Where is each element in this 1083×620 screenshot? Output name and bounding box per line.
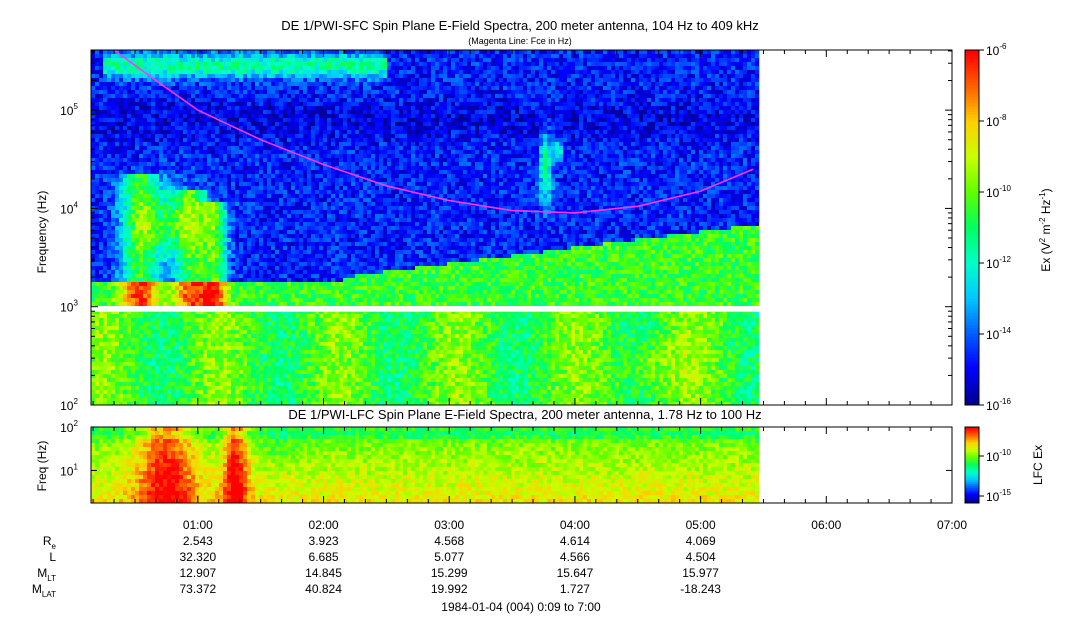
ephemeris-value: 4.566 [560, 550, 590, 564]
ephemeris-value: 19.992 [431, 582, 468, 596]
sfc-y-axis: 102 103 104 105 [60, 50, 952, 413]
ephemeris-row-label: Re [43, 534, 57, 551]
time-tick-label: 02:00 [309, 518, 339, 532]
time-tick-label: 06:00 [811, 518, 841, 532]
ephemeris-value: 15.299 [431, 566, 468, 580]
ephemeris-value: 2.543 [183, 534, 213, 548]
sfc-spectrogram-image [91, 50, 760, 405]
sfc-colorbar-tick-label: 10-6 [986, 42, 1007, 58]
time-tick-label: 05:00 [686, 518, 716, 532]
lfc-y-label: Freq (Hz) [35, 441, 49, 492]
lfc-colorbar-ticks: 10-10 10-15 [979, 448, 1011, 504]
sfc-colorbar-label: Ex (V2 m-2 Hz-1) [1038, 188, 1053, 271]
ephemeris-value: 4.568 [434, 534, 464, 548]
sfc-title: DE 1/PWI-SFC Spin Plane E-Field Spectra,… [281, 18, 759, 33]
time-tick-label: 07:00 [937, 518, 967, 532]
sfc-y-label: Frequency (Hz) [35, 191, 49, 274]
lfc-y-tick-label: 102 [60, 419, 78, 435]
ephemeris-row-label: L [49, 550, 56, 564]
ephemeris-value: 4.069 [686, 534, 716, 548]
sfc-frame [90, 49, 953, 406]
ephemeris-value: 6.685 [309, 550, 339, 564]
ephemeris-value: 12.907 [179, 566, 216, 580]
sfc-colorbar-fill [965, 50, 979, 406]
sfc-colorbar-ticks: 10-6 10-8 10-10 10-12 10-14 10-16 [979, 42, 1011, 413]
sfc-y-tick-label: 103 [60, 299, 78, 315]
lfc-title: DE 1/PWI-LFC Spin Plane E-Field Spectra,… [288, 407, 761, 422]
lfc-colorbar-tick-label: 10-15 [986, 488, 1011, 504]
ephemeris-value: 1.727 [560, 582, 590, 596]
time-tick-label: 03:00 [434, 518, 464, 532]
ephemeris-row-label: MLAT [32, 582, 56, 599]
ephemeris-value: 14.845 [305, 566, 342, 580]
ephemeris-table: Re 2.543 3.923 4.568 4.614 4.069 L 32.320 6.685 5… [32, 534, 721, 599]
lfc-spectrogram: 101 102 Freq (Hz) [35, 50, 953, 504]
ephemeris-value: 73.372 [179, 582, 216, 596]
ephemeris-value: 32.320 [179, 550, 216, 564]
sfc-colorbar-tick-label: 10-16 [986, 397, 1011, 413]
lfc-colorbar-fill [965, 427, 979, 504]
ephemeris-value: 4.614 [560, 534, 590, 548]
sfc-colorbar-frame [964, 49, 980, 406]
sfc-colorbar: 10-6 10-8 10-10 10-12 10-14 10-16 Ex (V2 m-2 … [964, 42, 1053, 413]
sfc-y-tick-label: 105 [60, 102, 78, 118]
ephemeris-value: 40.824 [305, 582, 342, 596]
time-tick-label: 04:00 [560, 518, 590, 532]
sfc-subtitle: (Magenta Line: Fce in Hz) [468, 36, 572, 46]
ephemeris-row-label: MLT [37, 566, 56, 583]
sfc-colorbar-tick-label: 10-14 [986, 326, 1011, 342]
ephemeris-value: -18.243 [680, 582, 721, 596]
lfc-colorbar-label: LFC Ex [1031, 445, 1045, 485]
ephemeris-value: 4.504 [686, 550, 716, 564]
ephemeris-value: 15.977 [682, 566, 719, 580]
lfc-y-tick-label: 101 [60, 462, 78, 478]
lfc-colorbar: 10-10 10-15 LFC Ex [964, 426, 1045, 504]
time-tick-label: 01:00 [183, 518, 213, 532]
lfc-colorbar-tick-label: 10-10 [986, 448, 1011, 464]
sfc-colorbar-tick-label: 10-8 [986, 113, 1007, 129]
sfc-y-tick-label: 102 [60, 397, 78, 413]
sfc-colorbar-tick-label: 10-10 [986, 184, 1011, 200]
sfc-y-tick-label: 104 [60, 200, 78, 216]
time-tick-labels: 01:00 02:00 03:00 04:00 05:00 06:00 07:00 [183, 518, 968, 532]
lfc-frame [90, 426, 953, 504]
fce-line [113, 50, 754, 214]
sfc-colorbar-tick-label: 10-12 [986, 255, 1011, 271]
ephemeris-value: 15.647 [557, 566, 594, 580]
sfc-spectrogram: 102 103 104 105 Frequency (Hz) [35, 49, 953, 413]
ephemeris-value: 5.077 [434, 550, 464, 564]
lfc-y-axis: 101 102 [60, 419, 952, 478]
lfc-colorbar-frame [964, 426, 980, 504]
time-axis [92, 50, 953, 503]
x-axis-label: 1984-01-04 (004) 0:09 to 7:00 [441, 600, 601, 614]
ephemeris-value: 3.923 [309, 534, 339, 548]
lfc-spectrogram-image [91, 427, 760, 503]
